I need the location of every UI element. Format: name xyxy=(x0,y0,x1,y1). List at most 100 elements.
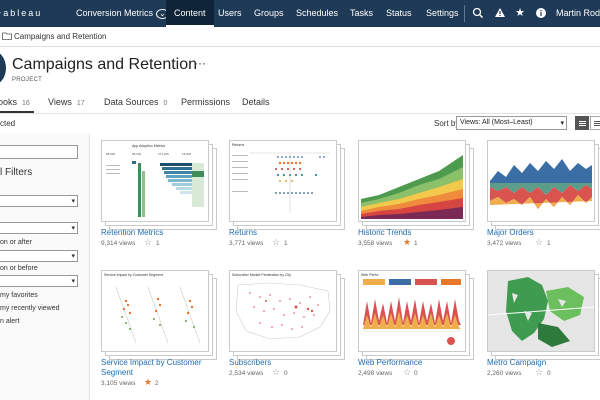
tab-permissions[interactable]: Permissions xyxy=(181,97,230,107)
svg-text:19,843: 19,843 xyxy=(182,152,192,156)
workbook-thumbnail[interactable] xyxy=(487,140,595,222)
filter-dropdown-2[interactable]: ▾ xyxy=(0,222,78,234)
web-performance-chart-thumbnail: Web Perfor xyxy=(361,273,461,345)
view-count: 2,260 views xyxy=(487,370,522,377)
svg-text:98,902: 98,902 xyxy=(106,152,116,156)
page-subtitle: PROJECT xyxy=(12,77,43,83)
favorite-count: 1 xyxy=(156,240,160,247)
favorites-star-icon[interactable]: ★ xyxy=(515,7,525,19)
nav-tab-content[interactable]: Content xyxy=(166,0,214,27)
filter-dropdown-1[interactable]: ▾ xyxy=(0,195,78,207)
breadcrumb: Campaigns and Retention xyxy=(0,27,600,47)
alert-checkbox[interactable]: n alert xyxy=(0,318,20,325)
filters-title: l Filters xyxy=(0,167,33,178)
content-tabs: ooks 16 Views 17 Data Sources 0 Permissions… xyxy=(0,97,600,113)
workbook-thumbnail[interactable]: Returns xyxy=(229,140,337,222)
tab-count: 17 xyxy=(76,100,85,107)
workbook-thumbnail[interactable] xyxy=(358,140,466,222)
tab-count: 16 xyxy=(22,100,30,107)
nav-tab-status[interactable]: Status xyxy=(386,8,412,18)
list-view-button[interactable] xyxy=(590,116,600,130)
sort-value: Views: All (Most–Least) xyxy=(460,119,533,126)
workbook-thumbnail[interactable]: Subscriber Market Penetration by City xyxy=(229,270,337,352)
filter-search-input[interactable] xyxy=(0,145,78,159)
more-actions-button[interactable]: ··· xyxy=(194,56,206,70)
chevron-down-icon: ▾ xyxy=(71,225,75,232)
list-view-icon xyxy=(594,121,600,122)
favorite-star-icon[interactable]: ★ xyxy=(144,377,153,387)
service-impact-chart-thumbnail: Service Impact by Customer Segment xyxy=(104,273,201,344)
favorite-star-icon[interactable]: ☆ xyxy=(272,237,281,247)
workbook-name[interactable]: Historic Trends xyxy=(358,228,412,237)
favorites-checkbox[interactable]: my favorites xyxy=(0,292,38,299)
workbook-name[interactable]: Subscribers xyxy=(229,358,272,367)
svg-text:Service Impact by Customer Seg: Service Impact by Customer Segment xyxy=(104,273,163,277)
nav-tab-settings[interactable]: Settings xyxy=(426,8,459,18)
nav-tab-tasks[interactable]: Tasks xyxy=(350,8,374,18)
svg-text:271,305: 271,305 xyxy=(158,152,169,156)
tab-data-sources[interactable]: Data Sources 0 xyxy=(104,97,167,107)
tab-label: Views xyxy=(48,97,72,107)
favorite-count: 0 xyxy=(284,370,288,377)
chevron-down-icon: ▾ xyxy=(560,120,564,127)
historic-trends-chart-thumbnail xyxy=(361,155,463,219)
grid-view-button[interactable] xyxy=(575,116,589,130)
workbook-thumbnail[interactable]: App Adoption Metrics 98,902 59,342 271,305… xyxy=(101,140,209,222)
tab-label: Details xyxy=(242,97,270,107)
favorite-star-icon[interactable]: ☆ xyxy=(535,367,544,377)
chevron-down-icon: ▾ xyxy=(71,253,75,260)
view-count: 9,314 views xyxy=(101,240,136,247)
workbook-name[interactable]: Retention Metrics xyxy=(101,228,164,237)
sort-select[interactable]: Views: All (Most–Least) ▾ xyxy=(456,116,567,130)
svg-text:Web Perfor: Web Perfor xyxy=(361,273,379,277)
sort-label: Sort by xyxy=(434,119,460,128)
grid-view-icon xyxy=(579,121,586,122)
nav-tab-schedules[interactable]: Schedules xyxy=(296,8,339,18)
breadcrumb-project-link[interactable]: Campaigns and Retention xyxy=(14,32,107,41)
site-switcher[interactable]: Conversion Metrics ⌄ xyxy=(76,8,169,19)
returns-chart-thumbnail: Returns xyxy=(232,143,330,213)
view-count: 2,534 views xyxy=(229,370,264,377)
favorite-star-icon[interactable]: ★ xyxy=(403,237,412,247)
tab-details[interactable]: Details xyxy=(242,97,270,107)
tableau-logo[interactable]: +ableau xyxy=(0,8,43,18)
tab-label: ooks xyxy=(0,97,18,107)
retention-metrics-chart-thumbnail: App Adoption Metrics 98,902 59,342 271,305… xyxy=(106,144,204,217)
favorite-star-icon[interactable]: ☆ xyxy=(535,237,544,247)
workbook-name[interactable]: Web Performance xyxy=(358,358,423,367)
favorite-star-icon[interactable]: ☆ xyxy=(403,367,412,377)
view-count: 3,472 views xyxy=(487,240,522,247)
nav-tab-users[interactable]: Users xyxy=(218,8,242,18)
workbook-name[interactable]: Service Impact by Customer Segment xyxy=(101,358,202,377)
favorite-star-icon[interactable]: ☆ xyxy=(144,237,153,247)
date-before-dropdown[interactable]: ▾ xyxy=(0,275,78,287)
tab-views[interactable]: Views 17 xyxy=(48,97,85,107)
workbook-thumbnail[interactable] xyxy=(487,270,595,352)
info-icon[interactable] xyxy=(535,7,547,19)
alerts-icon[interactable] xyxy=(494,7,506,19)
favorite-star-icon[interactable]: ☆ xyxy=(272,367,281,377)
svg-text:59,342: 59,342 xyxy=(132,152,142,156)
workbook-thumbnail[interactable]: Service Impact by Customer Segment xyxy=(101,270,209,352)
folder-icon xyxy=(2,32,12,40)
project-avatar xyxy=(0,51,6,85)
recently-viewed-checkbox[interactable]: my recently viewed xyxy=(0,305,60,312)
workbook-name[interactable]: Returns xyxy=(229,228,258,237)
tab-workbooks[interactable]: ooks 16 xyxy=(0,97,30,107)
workbook-name[interactable]: Major Orders xyxy=(487,228,534,237)
page-title: Campaigns and Retention xyxy=(12,56,198,73)
view-count: 3,771 views xyxy=(229,240,264,247)
favorite-count: 0 xyxy=(414,370,418,377)
workbook-thumbnail[interactable]: Web Perfor xyxy=(358,270,466,352)
search-icon[interactable] xyxy=(472,7,484,19)
metro-campaign-map-thumbnail xyxy=(488,271,594,351)
filter-label-before: on or before xyxy=(0,265,38,272)
favorite-count: 0 xyxy=(547,370,551,377)
workbook-name[interactable]: Metro Campaign xyxy=(487,358,547,367)
view-count: 3,558 views xyxy=(358,240,393,247)
nav-tab-groups[interactable]: Groups xyxy=(254,8,284,18)
favorite-count: 1 xyxy=(284,240,288,247)
user-menu[interactable]: Martin Rodri xyxy=(556,8,600,18)
nav-divider xyxy=(464,5,465,22)
date-after-dropdown[interactable]: ▾ xyxy=(0,250,78,262)
